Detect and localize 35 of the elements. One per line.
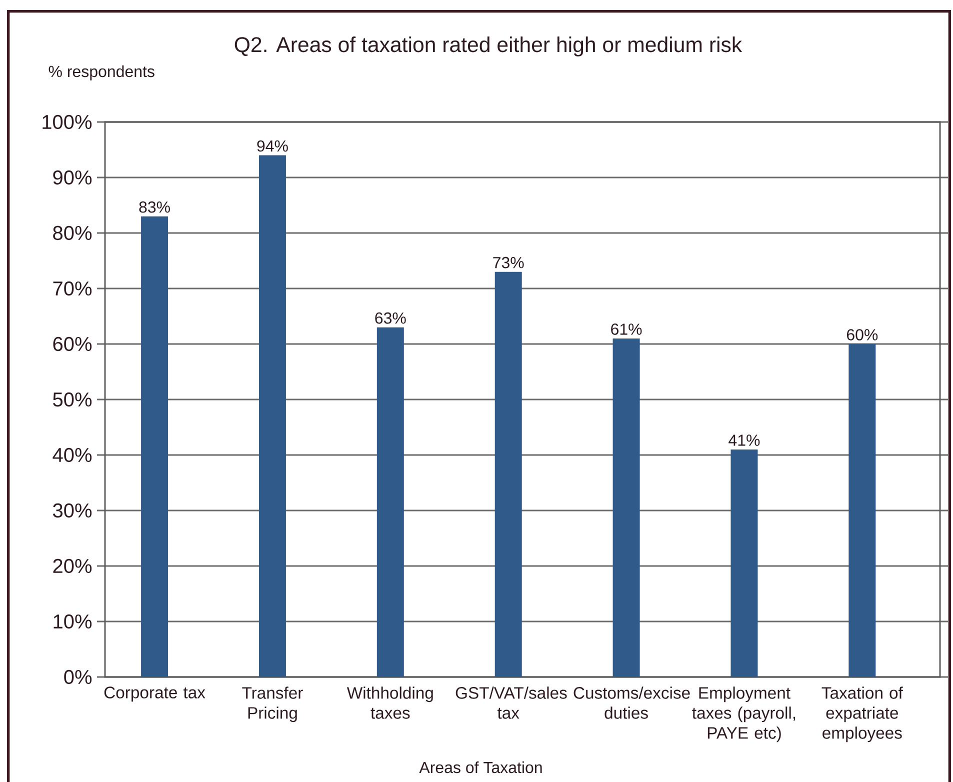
x-tick-label: Customs/excise duties — [574, 686, 690, 719]
y-tick-label: 60% — [53, 336, 92, 352]
x-tick-label: GST/VAT/sales tax — [456, 686, 567, 719]
data-label: 61% — [611, 324, 642, 335]
data-label: 73% — [493, 256, 524, 268]
y-tick-label: 90% — [53, 170, 92, 185]
y-tick-label: 10% — [54, 614, 92, 629]
data-label: 83% — [139, 201, 170, 213]
x-tick-label: Employment taxes (payroll, PAYE etc) — [692, 686, 796, 742]
bar — [848, 344, 876, 677]
bar — [258, 155, 286, 677]
chart-title: Q2. Areas of taxation rated either high or medium risk — [234, 36, 742, 56]
y-axis-title: % respondents — [48, 65, 154, 80]
y-tick-label: 40% — [52, 448, 92, 462]
bar — [730, 449, 758, 677]
x-axis-title: Areas of Taxation — [419, 761, 542, 774]
y-tick-label: 50% — [53, 392, 92, 407]
data-label: 41% — [728, 434, 760, 446]
data-label: 94% — [257, 140, 288, 152]
bar — [612, 338, 640, 677]
bar — [141, 216, 168, 677]
x-tick-label: Withholding taxes — [346, 686, 433, 719]
x-tick-label: Corporate tax — [104, 686, 206, 702]
y-tick-label: 0% — [64, 670, 92, 684]
y-tick-label: 20% — [53, 558, 92, 574]
bar — [376, 327, 404, 677]
bar — [494, 272, 522, 677]
y-tick-label: 80% — [53, 226, 92, 240]
data-label: 60% — [846, 329, 878, 340]
x-tick-label: Transfer Pricing — [242, 686, 303, 722]
y-tick-label: 100% — [42, 114, 92, 130]
y-tick-label: 30% — [53, 503, 92, 518]
x-tick-label: Taxation of expatriate employees — [822, 686, 903, 742]
data-label: 63% — [375, 312, 406, 324]
y-tick-label: 70% — [53, 281, 92, 296]
